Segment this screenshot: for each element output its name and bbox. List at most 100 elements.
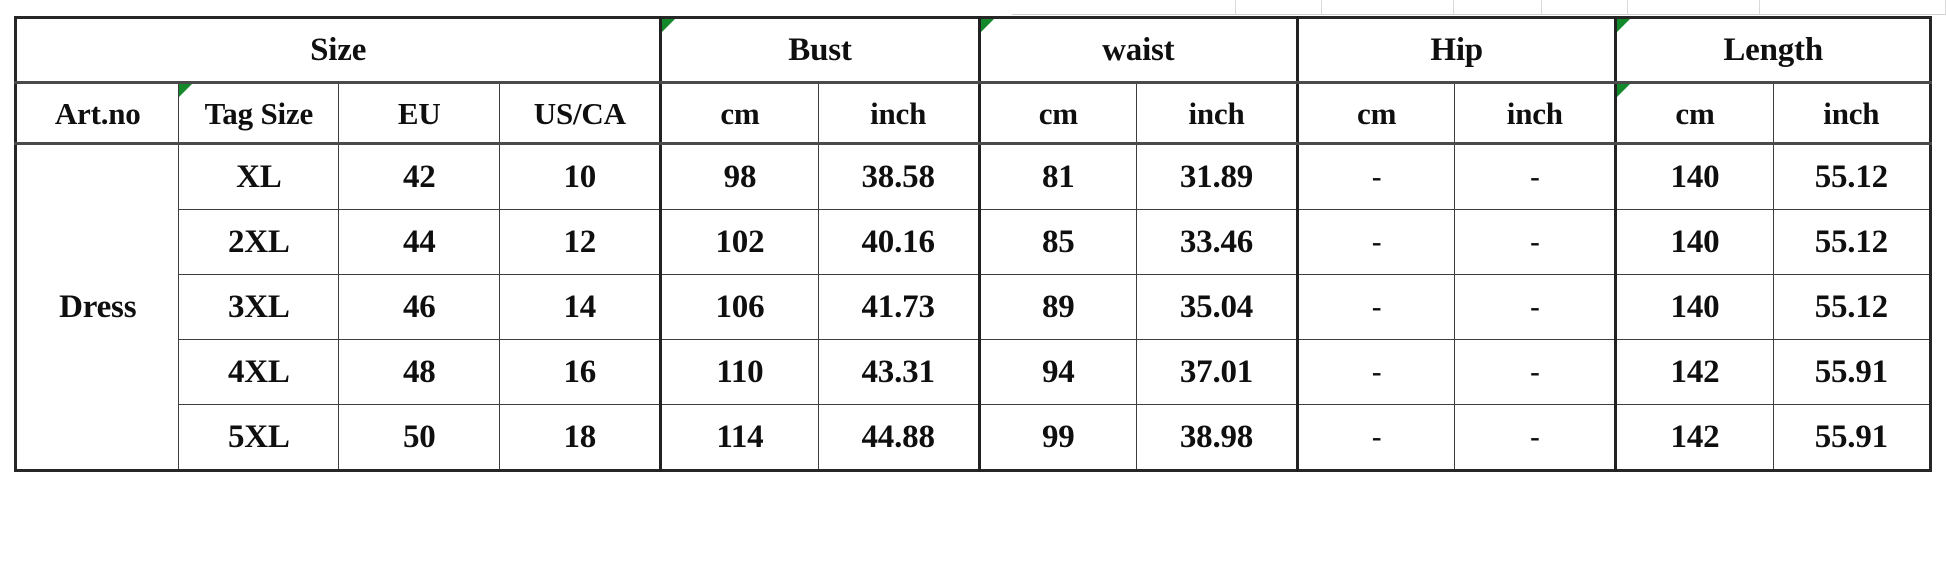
group-header-waist: waist <box>977 17 1298 84</box>
group-header-row: Size Bust waist Hip Length <box>14 17 1931 84</box>
sub-header-bust-inch: inch <box>817 82 980 145</box>
cell-hip-inch: - <box>1454 404 1617 471</box>
sub-header-bust-inch-label: inch <box>870 95 927 131</box>
group-header-bust: Bust <box>659 17 980 84</box>
cell-waist-inch: 35.04 <box>1135 274 1298 340</box>
cell-eu: 48 <box>338 339 501 405</box>
group-header-size-label: Size <box>310 31 367 68</box>
grid-cell <box>1542 0 1628 15</box>
sub-header-art-no: Art.no <box>14 82 180 145</box>
cell-waist-cm: 89 <box>977 274 1137 340</box>
cell-hip-inch: - <box>1454 209 1617 275</box>
sub-header-us-ca-label: US/CA <box>533 95 626 131</box>
sub-header-hip-inch-label: inch <box>1506 95 1563 131</box>
cell-hip-cm: - <box>1295 274 1456 340</box>
group-header-bust-label: Bust <box>788 31 852 68</box>
note-marker-icon <box>1617 84 1631 97</box>
grid-cell <box>1322 0 1454 15</box>
cell-length-cm: 140 <box>1614 209 1774 275</box>
sub-header-length-inch: inch <box>1772 82 1932 145</box>
group-header-hip: Hip <box>1295 17 1617 84</box>
cell-length-cm: 140 <box>1614 274 1774 340</box>
sub-header-length-cm: cm <box>1614 82 1774 145</box>
cell-eu: 44 <box>338 209 501 275</box>
cell-tag-size: 4XL <box>178 339 340 405</box>
group-header-size: Size <box>14 17 662 84</box>
cell-eu: 50 <box>338 404 501 471</box>
cell-bust-cm: 106 <box>659 274 819 340</box>
cell-eu: 42 <box>338 143 501 210</box>
cell-tag-size: 2XL <box>178 209 340 275</box>
cell-waist-cm: 94 <box>977 339 1137 405</box>
grid-cell <box>1628 0 1760 15</box>
cell-waist-cm: 85 <box>977 209 1137 275</box>
cell-waist-inch: 33.46 <box>1135 209 1298 275</box>
sub-header-waist-inch: inch <box>1135 82 1298 145</box>
cell-length-inch: 55.12 <box>1772 143 1932 210</box>
grid-cell <box>1236 0 1322 15</box>
cell-length-inch: 55.91 <box>1772 339 1932 405</box>
sub-header-length-inch-label: inch <box>1823 95 1880 131</box>
group-header-hip-label: Hip <box>1430 31 1483 68</box>
cell-length-inch: 55.12 <box>1772 274 1932 340</box>
cell-bust-inch: 40.16 <box>817 209 980 275</box>
group-header-length: Length <box>1614 17 1931 84</box>
sub-header-eu-label: EU <box>397 95 441 131</box>
cell-hip-cm: - <box>1295 209 1456 275</box>
sub-header-hip-cm-label: cm <box>1357 95 1397 131</box>
cell-bust-cm: 114 <box>659 404 819 471</box>
cell-tag-size: 3XL <box>178 274 340 340</box>
sub-header-art-no-label: Art.no <box>54 95 141 131</box>
table-row: Dress XL 42 10 98 38.58 81 31.89- -140 55.12 <box>14 143 1932 471</box>
grid-cell <box>1454 0 1542 15</box>
cell-hip-inch: - <box>1454 339 1617 405</box>
sub-header-hip-cm: cm <box>1295 82 1456 145</box>
size-chart-body: Dress XL 42 10 98 38.58 81 31.89- -140 55.12 2XL 44… <box>14 143 1932 471</box>
cell-bust-cm: 110 <box>659 339 819 405</box>
cell-hip-cm: - <box>1295 404 1456 471</box>
cell-length-inch: 55.91 <box>1772 404 1932 471</box>
cell-bust-inch: 38.58 <box>817 143 980 210</box>
sub-header-tag-size-label: Tag Size <box>204 95 314 131</box>
cell-length-cm: 142 <box>1614 339 1774 405</box>
cell-tag-size: 5XL <box>178 404 340 471</box>
cell-us-ca: 14 <box>499 274 662 340</box>
sub-header-bust-cm-label: cm <box>720 95 760 131</box>
cell-bust-inch: 41.73 <box>817 274 980 340</box>
cell-waist-cm: 99 <box>977 404 1137 471</box>
cell-art-no: Dress <box>14 143 180 471</box>
cell-length-inch: 55.12 <box>1772 209 1932 275</box>
sub-header-bust-cm: cm <box>659 82 819 145</box>
cell-tag-size: XL <box>178 143 340 210</box>
cell-hip-inch: - <box>1454 143 1617 210</box>
note-marker-icon <box>980 19 994 32</box>
sub-header-length-cm-label: cm <box>1675 95 1715 131</box>
sub-header-tag-size: Tag Size <box>178 82 340 145</box>
cell-eu: 46 <box>338 274 501 340</box>
cell-us-ca: 10 <box>499 143 662 210</box>
cell-bust-cm: 98 <box>659 143 819 210</box>
cell-us-ca: 16 <box>499 339 662 405</box>
cell-bust-inch: 44.88 <box>817 404 980 471</box>
cell-hip-cm: - <box>1295 143 1456 210</box>
size-chart-container: Size Bust waist Hip Length <box>14 16 1932 472</box>
cell-hip-inch: - <box>1454 274 1617 340</box>
cell-length-cm: 142 <box>1614 404 1774 471</box>
grid-cell <box>1760 0 1946 15</box>
cell-bust-inch: 43.31 <box>817 339 980 405</box>
cell-us-ca: 12 <box>499 209 662 275</box>
table-row: 5XL 50 18 114 44.88 99 38.98- -142 55.91 <box>16 404 1932 471</box>
sub-header-row: Art.no Tag Size EU US/CA cm inch <box>14 82 1932 145</box>
group-header-length-label: Length <box>1723 31 1823 68</box>
size-chart-table: Size Bust waist Hip Length <box>14 16 1932 472</box>
table-row: 4XL 48 16 110 43.31 94 37.01- -142 55.91 <box>16 339 1932 405</box>
sub-header-eu: EU <box>338 82 501 145</box>
cell-length-cm: 140 <box>1614 143 1774 210</box>
table-row: 3XL 46 14 106 41.73 89 35.04- -140 55.12 <box>16 274 1932 340</box>
sub-header-us-ca: US/CA <box>499 82 662 145</box>
table-row: 2XL 44 12 102 40.16 85 33.46- -140 55.12 <box>16 209 1932 275</box>
cell-bust-cm: 102 <box>659 209 819 275</box>
sub-header-hip-inch: inch <box>1454 82 1617 145</box>
cell-us-ca: 18 <box>499 404 662 471</box>
sub-header-waist-inch-label: inch <box>1188 95 1245 131</box>
